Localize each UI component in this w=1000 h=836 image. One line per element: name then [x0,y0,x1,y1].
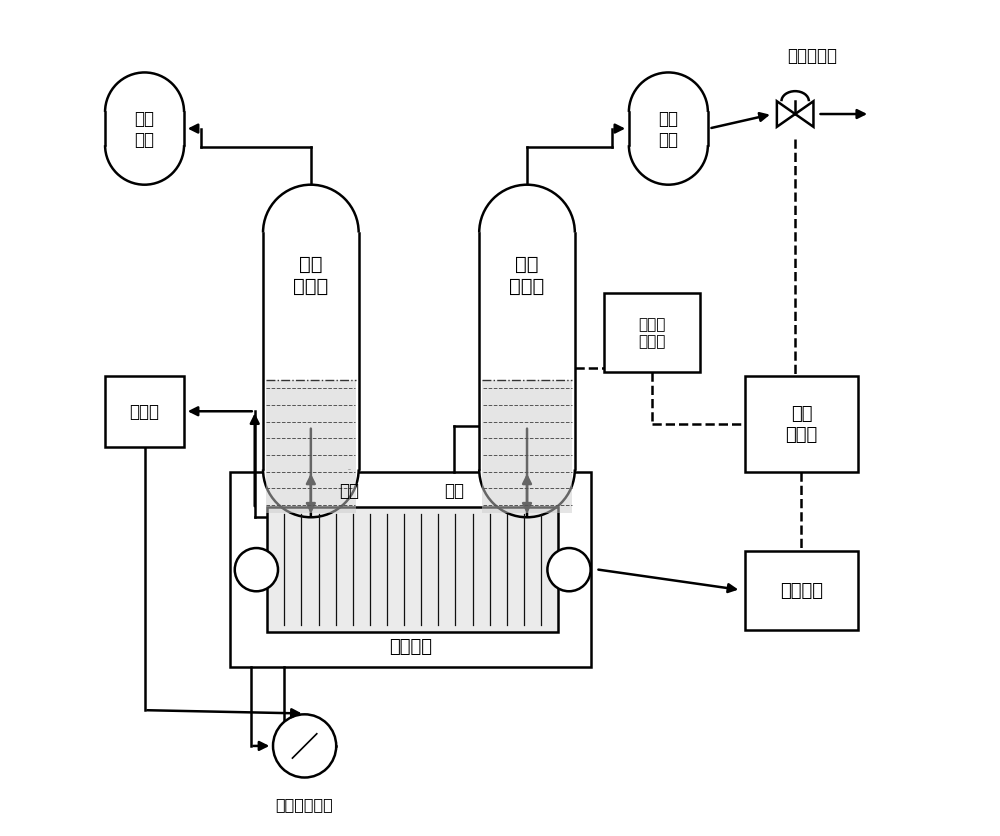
Text: 氢气
分离器: 氢气 分离器 [293,255,328,296]
Text: 制氢电源: 制氢电源 [780,581,823,599]
Bar [105,376,184,447]
Text: 制氢
控制器: 制氢 控制器 [785,405,818,444]
Bar [263,233,359,470]
Wedge shape [479,186,575,233]
Bar [629,113,708,146]
Bar [604,293,700,372]
Text: 氧气
分离器: 氧气 分离器 [509,255,545,296]
Wedge shape [263,470,359,517]
Text: 氢气: 氢气 [339,482,359,499]
Polygon shape [795,102,813,128]
Wedge shape [105,74,184,113]
Wedge shape [629,74,708,113]
Bar [745,376,858,472]
Text: 气体
冷却: 气体 冷却 [135,110,155,149]
Wedge shape [263,186,359,233]
Text: 冷却器: 冷却器 [130,403,160,421]
Wedge shape [105,146,184,186]
Bar [482,380,572,513]
Bar [745,551,858,630]
Bar [230,472,591,667]
Text: 氧气: 氧气 [444,482,464,499]
Circle shape [547,548,591,592]
Bar [266,380,356,513]
Wedge shape [629,146,708,186]
Circle shape [235,548,278,592]
Polygon shape [777,102,795,128]
Bar [479,233,575,470]
Bar [105,113,184,146]
Text: 制氢装置: 制氢装置 [389,637,432,655]
Text: 压力调节阀: 压力调节阀 [787,48,837,65]
Text: 电解液循环泵: 电解液循环泵 [276,796,333,811]
Wedge shape [479,470,575,517]
Text: 压力采
集装置: 压力采 集装置 [638,317,665,349]
Circle shape [273,715,336,777]
Text: 气体
冷却: 气体 冷却 [658,110,678,149]
Bar [267,507,558,632]
